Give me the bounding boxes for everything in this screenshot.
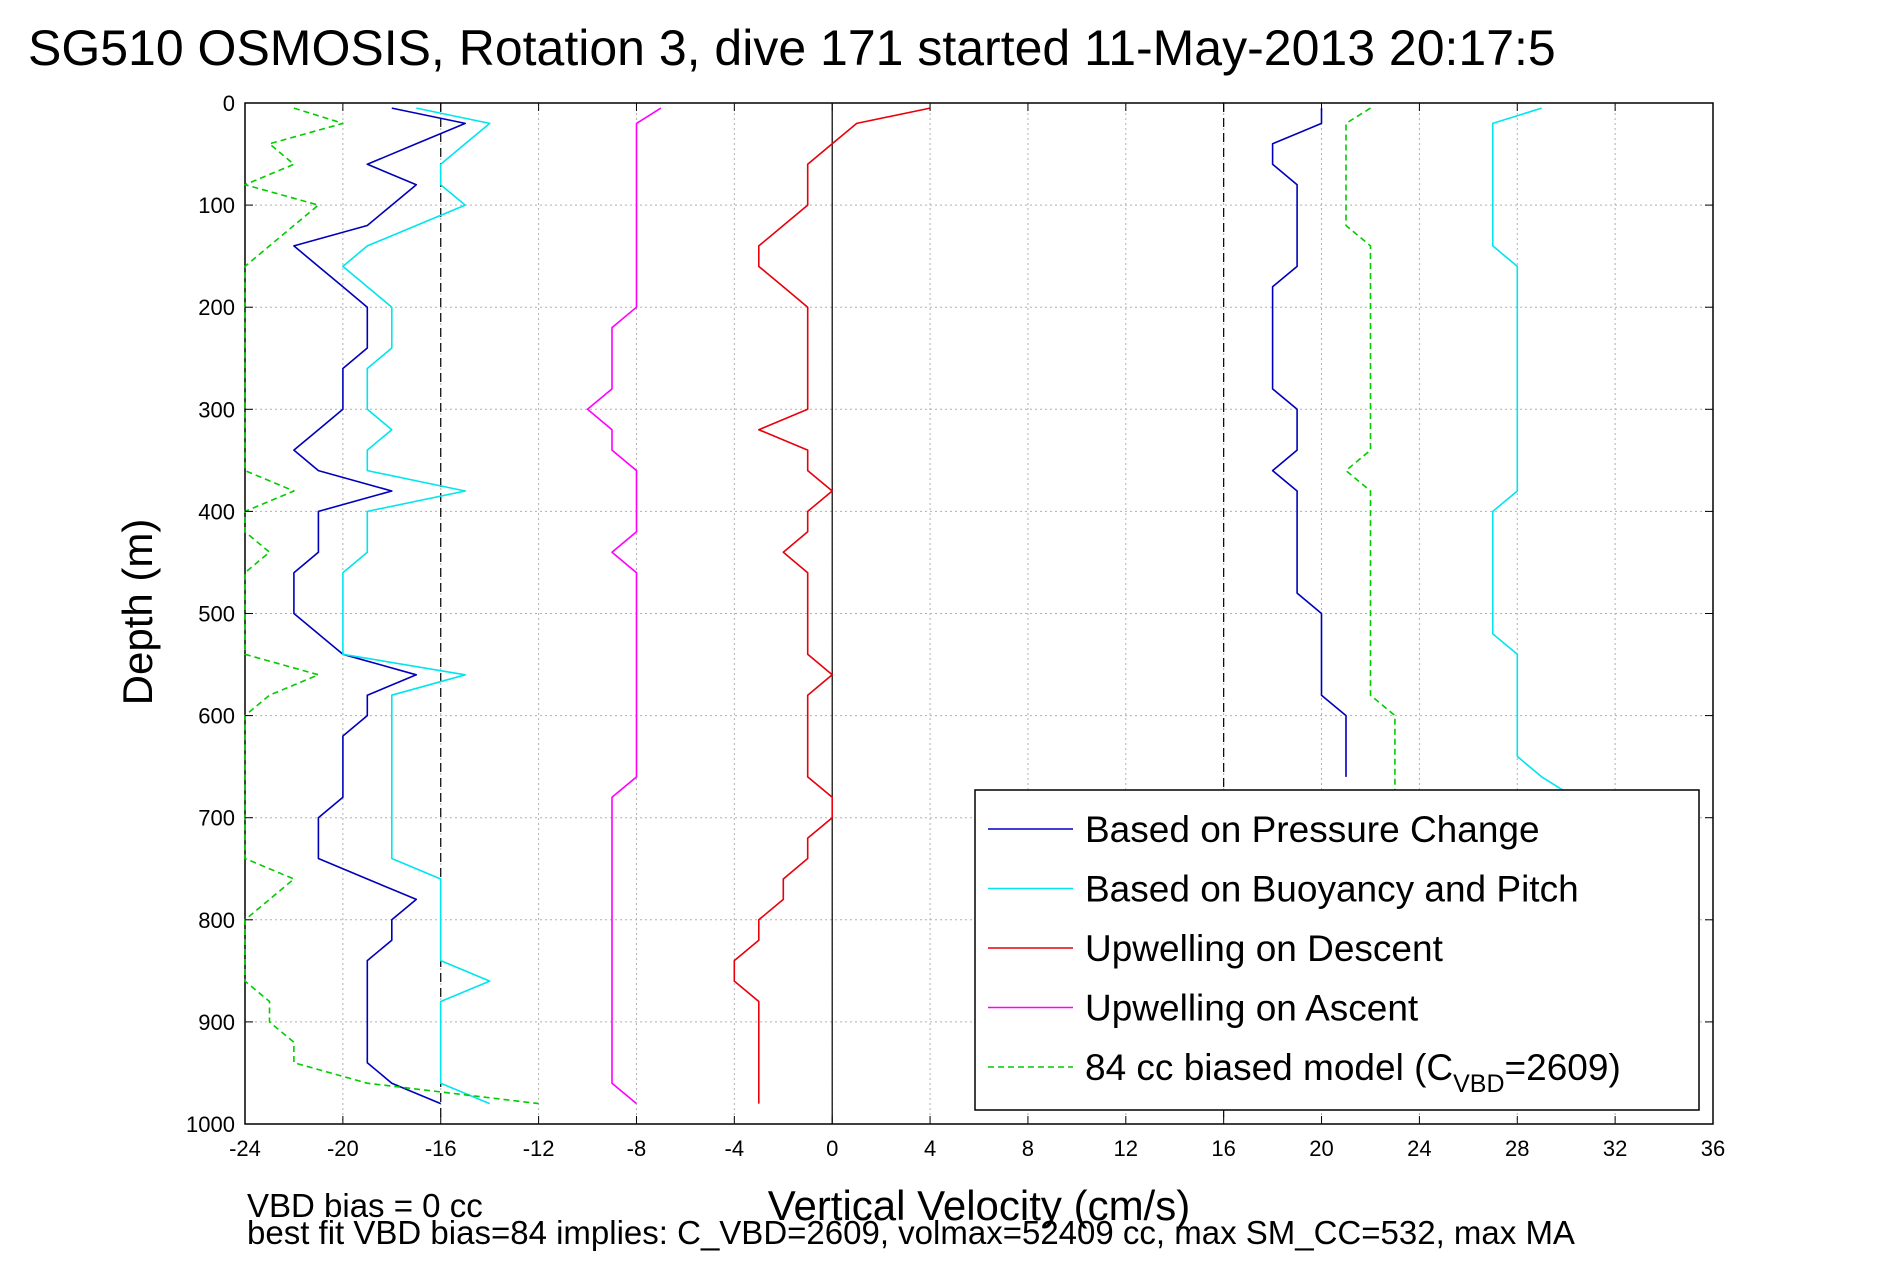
x-tick-label: -20 [327, 1136, 359, 1161]
series-lines [244, 107, 1567, 1105]
y-tick-label: 900 [198, 1010, 235, 1035]
series-line [342, 107, 491, 1105]
footer-best-fit: best fit VBD bias=84 implies: C_VBD=2609… [247, 1214, 1575, 1251]
y-tick-label: 500 [198, 602, 235, 627]
y-tick-label: 800 [198, 908, 235, 933]
x-tick-label: 24 [1407, 1136, 1431, 1161]
x-tick-label: 32 [1603, 1136, 1627, 1161]
x-tick-label: 8 [1022, 1136, 1034, 1161]
y-tick-label: 300 [198, 397, 235, 422]
legend-label: Upwelling on Descent [1085, 928, 1444, 969]
y-tick-label: 600 [198, 704, 235, 729]
y-tick-label: 400 [198, 499, 235, 524]
legend-label: Upwelling on Ascent [1085, 988, 1419, 1029]
x-tick-label: 12 [1114, 1136, 1138, 1161]
series-line [586, 107, 662, 1105]
series-line [1345, 107, 1396, 793]
x-tick-label: -4 [725, 1136, 745, 1161]
legend-label: Based on Buoyancy and Pitch [1085, 869, 1579, 910]
x-tick-label: 0 [826, 1136, 838, 1161]
x-tick-label: 28 [1505, 1136, 1529, 1161]
y-tick-label: 1000 [186, 1112, 235, 1137]
x-tick-label: -12 [523, 1136, 555, 1161]
footer-vbd-bias: VBD bias = 0 cc [247, 1187, 483, 1224]
y-tick-label: 200 [198, 295, 235, 320]
x-tick-label: 20 [1309, 1136, 1333, 1161]
x-tick-label: -24 [229, 1136, 261, 1161]
reference-lines [440, 103, 1225, 1124]
x-axis-label: Vertical Velocity (cm/s) [768, 1182, 1190, 1229]
y-tick-label: 700 [198, 806, 235, 831]
legend-box [974, 789, 1700, 1111]
y-tick-label: 100 [198, 193, 235, 218]
y-axis-ticks: 0 100 200 300 400 500 600 700 800 900 1000 [186, 91, 1713, 1137]
x-tick-label: -8 [627, 1136, 647, 1161]
series-line [1271, 108, 1347, 777]
y-tick-label: 0 [223, 91, 235, 116]
x-tick-label: 16 [1211, 1136, 1235, 1161]
chart-title: SG510 OSMOSIS, Rotation 3, dive 171 star… [28, 20, 1556, 76]
y-axis-label: Depth (m) [114, 519, 161, 706]
series-line [1492, 107, 1567, 793]
x-tick-label: 4 [924, 1136, 936, 1161]
legend: Based on Pressure Change Based on Buoyanc… [974, 789, 1700, 1111]
x-tick-label: 36 [1701, 1136, 1725, 1161]
x-tick-label: -16 [425, 1136, 457, 1161]
series-line [733, 107, 931, 1104]
x-axis-ticks: -24 -20 -16 -12 -8 -4 0 4 8 12 16 20 24 28 32 36 [229, 103, 1725, 1161]
legend-label: 84 cc biased model (CVBD=2609) [1085, 1047, 1621, 1098]
series-line [293, 107, 467, 1105]
legend-label: Based on Pressure Change [1085, 809, 1540, 850]
